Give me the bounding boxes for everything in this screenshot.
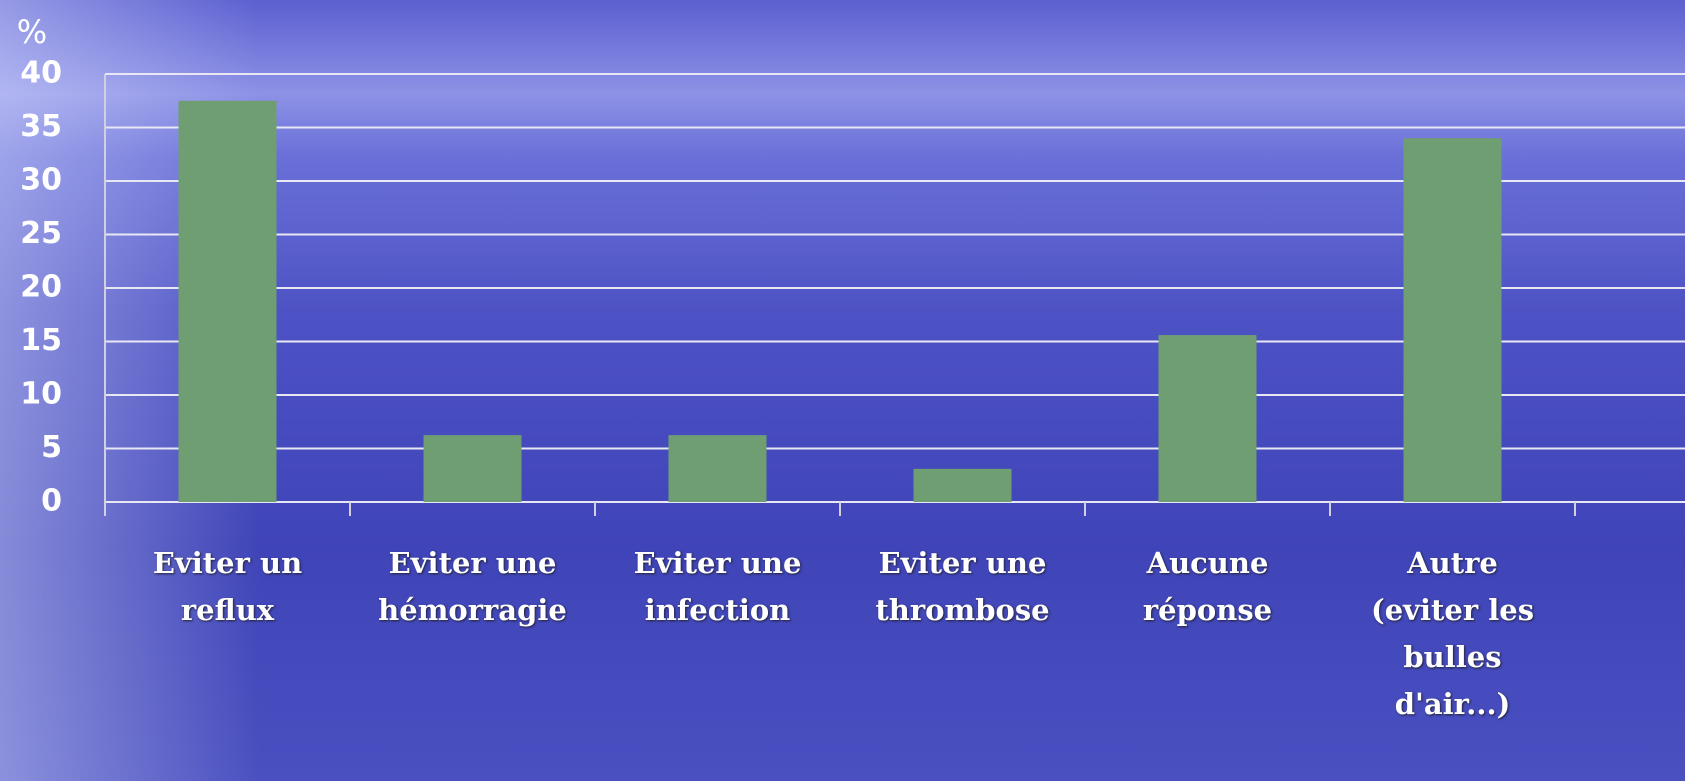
y-tick-label: 30: [20, 163, 62, 198]
y-tick-label: 20: [20, 270, 62, 305]
bar: [423, 435, 522, 502]
x-tick-label: Autre (eviter les bulles d'air...): [1370, 546, 1535, 721]
x-tick-label: Eviter une hémorragie: [378, 546, 567, 627]
x-tick-label: Eviter une infection: [633, 546, 802, 627]
bar: [1158, 335, 1257, 502]
y-tick-label: 10: [20, 377, 62, 412]
x-tick-label: Aucune réponse: [1142, 546, 1273, 627]
x-tick-label: Eviter une thrombose: [875, 546, 1050, 627]
x-tick-label: Eviter un reflux: [152, 546, 303, 627]
y-tick-label: 40: [20, 56, 62, 91]
y-tick-label: 5: [41, 430, 62, 465]
y-axis-label: %: [17, 13, 47, 51]
bar: [178, 100, 277, 502]
y-tick-label: 15: [20, 323, 62, 358]
y-tick-label: 35: [20, 109, 62, 144]
y-tick-label: 0: [41, 484, 62, 519]
bar: [668, 435, 767, 502]
bar: [913, 468, 1012, 502]
bar: [1403, 138, 1502, 502]
y-tick-label: 25: [20, 216, 62, 251]
